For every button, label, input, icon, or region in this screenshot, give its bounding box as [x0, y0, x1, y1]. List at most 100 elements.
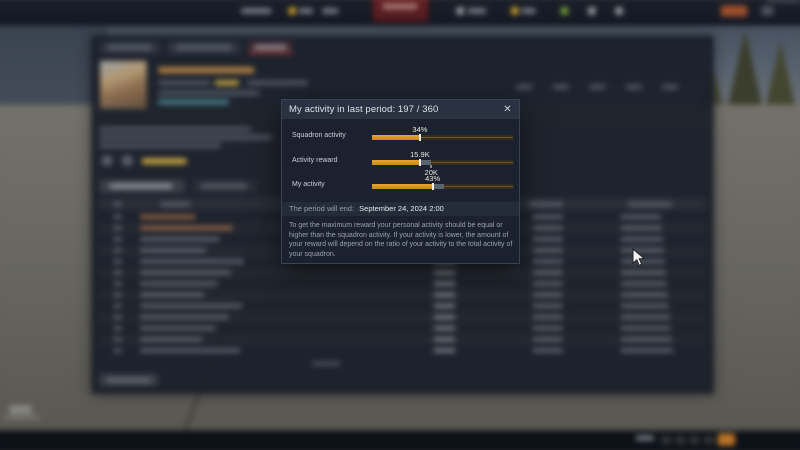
- progress-value: 34%: [412, 125, 428, 134]
- member-activity: [433, 281, 456, 286]
- member-row[interactable]: [99, 290, 705, 301]
- member-row[interactable]: [99, 345, 705, 356]
- menu-icon[interactable]: [456, 7, 464, 15]
- column-header-date[interactable]: [627, 201, 673, 207]
- squadron-stat: [158, 80, 211, 86]
- close-icon[interactable]: ✕: [503, 104, 512, 115]
- menu-item[interactable]: [467, 8, 487, 14]
- rating-value: [662, 84, 679, 90]
- member-name: [139, 337, 203, 342]
- bottom-highlight-button[interactable]: [717, 433, 735, 446]
- member-date: [620, 226, 663, 231]
- column-header-player[interactable]: [160, 201, 191, 207]
- member-rank: [113, 226, 122, 231]
- dialog-title: My activity in last period: 197 / 360: [289, 104, 439, 115]
- bottom-icon[interactable]: [661, 435, 672, 445]
- member-role: [532, 315, 563, 320]
- member-name: [139, 226, 234, 231]
- progress-marker: [418, 159, 421, 166]
- members-tab-button[interactable]: [99, 179, 185, 193]
- progress-label: My activity: [292, 181, 325, 188]
- bottom-icon[interactable]: [675, 435, 686, 445]
- back-button[interactable]: [635, 435, 655, 441]
- member-row[interactable]: [99, 301, 705, 312]
- member-role: [532, 292, 563, 297]
- member-rank: [113, 281, 122, 286]
- member-date: [620, 315, 671, 320]
- progress-row: Activity reward 15.9K 20K: [282, 144, 519, 178]
- member-activity: [433, 292, 456, 297]
- progress-label: Squadron activity: [292, 132, 346, 139]
- squadron-name: [158, 67, 255, 74]
- member-role: [532, 237, 563, 242]
- member-role: [532, 348, 563, 353]
- member-row[interactable]: [99, 279, 705, 290]
- progress-marker: [418, 134, 421, 141]
- dialog-body: Squadron activity 34% Activity reward 15…: [282, 119, 519, 263]
- member-name: [139, 214, 196, 219]
- member-role: [532, 303, 563, 308]
- member-date: [620, 326, 672, 331]
- progress-ghost-segment: [419, 160, 432, 165]
- version-text: [766, 0, 800, 3]
- rating-value: [589, 84, 606, 90]
- info-line: [99, 143, 221, 149]
- member-role: [532, 248, 563, 253]
- info-line: [99, 134, 272, 140]
- game-logo-text: [382, 3, 418, 10]
- squadron-stat: [158, 90, 260, 96]
- column-header-rank[interactable]: [113, 201, 122, 207]
- member-date: [620, 303, 670, 308]
- member-row[interactable]: [99, 268, 705, 279]
- premium-button[interactable]: [720, 5, 748, 17]
- member-name: [139, 237, 220, 242]
- member-name: [139, 348, 241, 353]
- member-rank: [113, 259, 122, 264]
- progress-bar: 34%: [372, 125, 513, 141]
- period-end-value: September 24, 2024 2:00: [359, 204, 444, 213]
- progress-secondary-tick: [430, 165, 432, 168]
- progress-fill: [372, 160, 420, 165]
- dialog-titlebar: My activity in last period: 197 / 360 ✕: [282, 100, 519, 119]
- chat-icon[interactable]: [588, 7, 596, 15]
- menu-item[interactable]: [241, 8, 272, 14]
- settings-icon[interactable]: [615, 7, 623, 15]
- rating-value: [625, 84, 642, 90]
- member-role: [532, 326, 563, 331]
- bottom-icon[interactable]: [703, 435, 714, 445]
- tab-squadrons[interactable]: [167, 40, 241, 54]
- tab-profile[interactable]: [99, 40, 161, 54]
- member-row[interactable]: [99, 334, 705, 345]
- member-activity: [433, 270, 456, 275]
- member-row[interactable]: [99, 312, 705, 323]
- table-pagination[interactable]: [311, 361, 341, 366]
- squadron-resource-icon: [121, 155, 133, 167]
- progress-track: [372, 162, 513, 163]
- progress-track: [372, 137, 513, 138]
- member-date: [620, 259, 666, 264]
- log-tab-button[interactable]: [192, 179, 258, 193]
- member-role: [532, 281, 563, 286]
- tab-my-squadron[interactable]: [248, 40, 293, 54]
- squadron-activity-link[interactable]: [158, 99, 229, 105]
- member-date: [620, 270, 667, 275]
- column-header-role[interactable]: [528, 201, 563, 207]
- member-date: [620, 248, 665, 253]
- member-row[interactable]: [99, 323, 705, 334]
- member-rank: [113, 270, 122, 275]
- period-end-label: The period will end:: [289, 204, 355, 213]
- invite-button[interactable]: [99, 373, 159, 386]
- game-watermark: [3, 405, 64, 423]
- member-date: [620, 281, 668, 286]
- bottom-icon[interactable]: [689, 435, 700, 445]
- member-role: [532, 214, 563, 219]
- member-rank: [113, 303, 122, 308]
- mouse-cursor: [632, 248, 645, 266]
- game-logo[interactable]: [372, 0, 429, 23]
- menu-item[interactable]: [322, 8, 339, 14]
- watermark-logo: [9, 405, 32, 415]
- wrench-icon[interactable]: [560, 7, 568, 15]
- progress-ghost-segment: [432, 184, 444, 189]
- member-date: [620, 237, 664, 242]
- member-name: [139, 292, 205, 297]
